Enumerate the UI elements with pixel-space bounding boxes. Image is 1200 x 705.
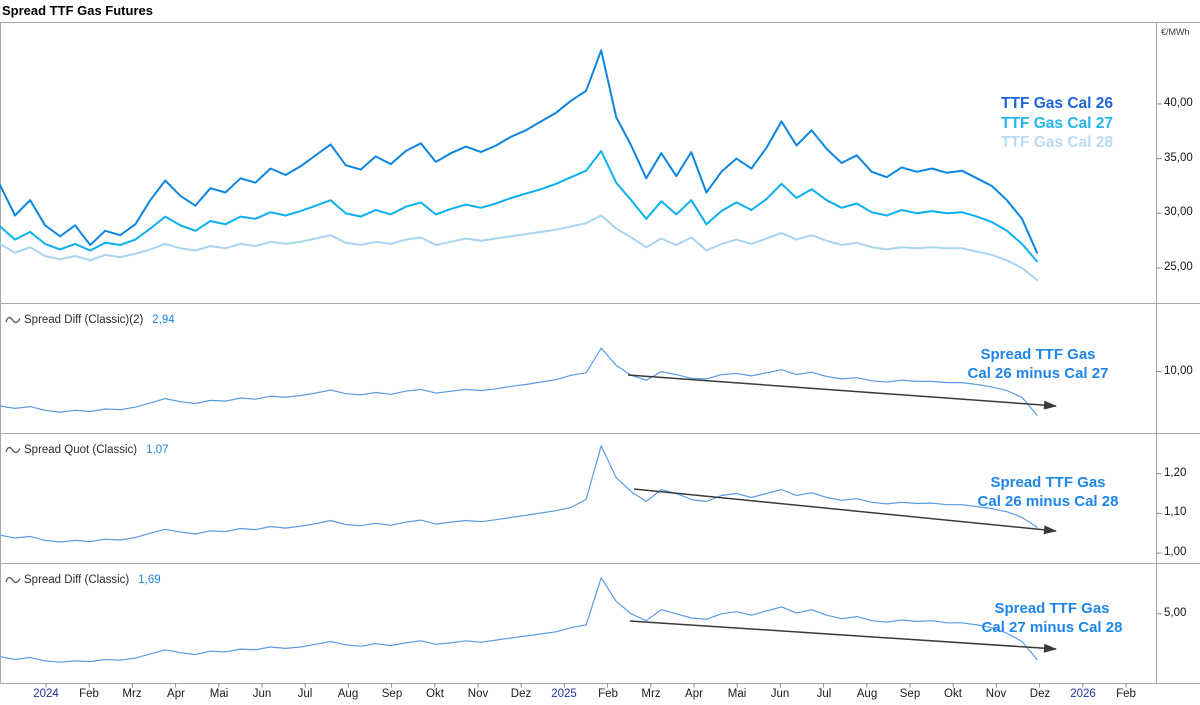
indicator-value: 1,69: [138, 574, 161, 586]
x-axis-month-label: Okt: [426, 688, 444, 700]
indicator-value: 2,94: [152, 314, 175, 326]
spread-cal27-cal28-line: [0, 577, 1038, 663]
y-axis-tick-label: 40,00: [1164, 97, 1193, 109]
annotation-line: Cal 26 minus Cal 27: [967, 365, 1109, 382]
x-axis-month-label: Aug: [337, 688, 359, 700]
x-axis-month-label: Aug: [856, 688, 878, 700]
annotation-line: Spread TTF Gas: [990, 474, 1106, 491]
spread-quot-cal26-cal28-line: [0, 445, 1038, 543]
legend: TTF Gas Cal 26 TTF Gas Cal 27 TTF Gas Ca…: [858, 94, 1113, 153]
x-axis-month-label: Jun: [252, 688, 272, 700]
indicator-header-spread-quot[interactable]: Spread Quot (Classic) 1,07: [5, 442, 169, 458]
x-axis-month-label: Nov: [467, 688, 489, 700]
trend-arrow: [633, 488, 1057, 535]
x-axis-month-label: Okt: [944, 688, 962, 700]
annotation-line: Cal 26 minus Cal 28: [977, 493, 1119, 510]
y-axis-tick-label: 30,00: [1164, 206, 1193, 218]
legend-item-cal27[interactable]: TTF Gas Cal 27: [1001, 114, 1113, 132]
x-axis-month-label: Nov: [985, 688, 1007, 700]
y-axis-tick-label: 25,00: [1164, 261, 1193, 273]
y-axis-tick-label: 1,10: [1164, 506, 1187, 518]
ttf-gas-cal-26-line: [0, 49, 1038, 254]
wave-icon: [5, 446, 21, 454]
x-axis-month-label: Apr: [685, 688, 703, 700]
indicator-value: 1,07: [146, 444, 169, 456]
x-axis-month-label: Mai: [727, 688, 747, 700]
legend-item-cal26[interactable]: TTF Gas Cal 26: [1001, 95, 1113, 112]
y-axis-tick-label: 10,00: [1164, 365, 1193, 377]
annotation-spread-26-28: Spread TTF Gas Cal 26 minus Cal 28: [938, 473, 1158, 511]
annotation-spread-27-28: Spread TTF Gas Cal 27 minus Cal 28: [942, 599, 1162, 637]
ttf-gas-cal-28-line: [0, 214, 1038, 281]
x-axis-month-label: Jul: [297, 688, 313, 700]
x-axis-month-label: Mrz: [641, 688, 661, 700]
x-axis-month-label: Dez: [510, 688, 532, 700]
indicator-label: Spread Diff (Classic): [24, 574, 130, 586]
x-axis-month-label: 2025: [551, 688, 577, 700]
spread-cal26-cal27-line: [0, 347, 1038, 416]
indicator-label: Spread Diff (Classic)(2): [24, 314, 144, 326]
x-axis-month-label: Apr: [167, 688, 185, 700]
ttf-gas-cal-27-line: [0, 150, 1038, 263]
x-axis-month-label: 2024: [33, 688, 59, 700]
legend-item-cal28[interactable]: TTF Gas Cal 28: [1001, 134, 1113, 151]
x-axis-month-label: Feb: [1116, 688, 1136, 700]
y-axis-tick-label: 1,20: [1164, 467, 1187, 479]
y-axis-tick-label: 1,00: [1164, 546, 1187, 558]
indicator-label: Spread Quot (Classic): [24, 444, 138, 456]
x-axis-month-label: Sep: [899, 688, 921, 700]
y-axis-unit-label: €/MWh: [1161, 27, 1190, 37]
wave-icon: [5, 316, 21, 324]
x-axis-month-label: Jul: [816, 688, 832, 700]
panel-prices-plot-area[interactable]: [0, 23, 1156, 303]
y-axis-tick-label: 5,00: [1164, 607, 1187, 619]
indicator-header-spread-diff[interactable]: Spread Diff (Classic) 1,69: [5, 572, 161, 588]
x-axis-month-label: 2026: [1070, 688, 1096, 700]
annotation-line: Spread TTF Gas: [994, 600, 1110, 617]
x-axis-month-label: Sep: [381, 688, 403, 700]
trend-arrow: [627, 374, 1057, 410]
page-title: Spread TTF Gas Futures: [2, 3, 153, 18]
x-axis-month-label: Feb: [79, 688, 99, 700]
annotation-line: Spread TTF Gas: [980, 346, 1096, 363]
x-axis-month-label: Jun: [770, 688, 790, 700]
annotation-spread-26-27: Spread TTF Gas Cal 26 minus Cal 27: [928, 345, 1148, 383]
annotation-line: Cal 27 minus Cal 28: [981, 619, 1123, 636]
x-axis-month-label: Feb: [598, 688, 618, 700]
y-axis-tick-label: 35,00: [1164, 152, 1193, 164]
indicator-header-spread-diff-2[interactable]: Spread Diff (Classic)(2) 2,94: [5, 312, 175, 328]
x-axis-month-label: Dez: [1029, 688, 1051, 700]
x-axis-month-label: Mai: [209, 688, 229, 700]
x-axis-month-label: Mrz: [122, 688, 142, 700]
wave-icon: [5, 576, 21, 584]
trend-arrow: [629, 620, 1057, 653]
